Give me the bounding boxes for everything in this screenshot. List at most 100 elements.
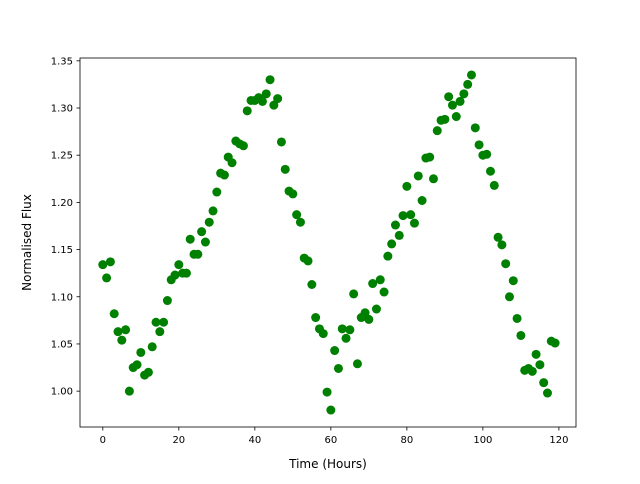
data-point [375, 275, 385, 285]
data-point [265, 75, 275, 85]
data-point [345, 325, 355, 335]
data-point [440, 114, 450, 124]
x-tick-label: 60 [324, 435, 337, 446]
data-point [136, 347, 146, 357]
data-point [257, 96, 267, 106]
data-point [280, 164, 290, 174]
data-point [288, 189, 298, 199]
data-point [493, 232, 503, 242]
data-point [193, 249, 203, 259]
data-point [352, 359, 362, 369]
data-point [151, 317, 161, 327]
data-point [242, 106, 252, 116]
y-tick-label: 1.05 [51, 339, 73, 350]
data-point [542, 388, 552, 398]
data-point [117, 335, 127, 345]
data-points [98, 70, 560, 415]
data-point [383, 251, 393, 261]
x-tick-label: 80 [400, 435, 413, 446]
data-point [459, 89, 469, 99]
data-point [489, 180, 499, 190]
data-point [292, 210, 302, 220]
y-tick-label: 1.20 [51, 198, 73, 209]
data-point [497, 240, 507, 250]
data-point [295, 217, 305, 227]
data-point [531, 349, 541, 359]
data-point [394, 230, 404, 240]
data-point [470, 123, 480, 133]
x-tick-label: 40 [248, 435, 261, 446]
x-tick-label: 0 [100, 435, 106, 446]
data-point [276, 137, 286, 147]
data-point [132, 360, 142, 370]
data-point [409, 218, 419, 228]
data-point [155, 327, 165, 337]
x-axis-ticks: 0 20 40 60 80 100 120 [100, 427, 568, 446]
data-point [273, 94, 283, 104]
data-point [402, 181, 412, 191]
data-point [185, 234, 195, 244]
data-point [535, 360, 545, 370]
data-point [466, 70, 476, 80]
data-point [482, 149, 492, 159]
x-tick-label: 100 [473, 435, 492, 446]
data-point [330, 346, 340, 356]
axes-frame [79, 57, 577, 428]
data-point [512, 313, 522, 323]
data-point [261, 89, 271, 99]
y-tick-label: 1.15 [51, 245, 73, 256]
x-tick-label: 20 [172, 435, 185, 446]
data-point [485, 166, 495, 176]
y-tick-label: 1.30 [51, 104, 73, 115]
y-axis-ticks: 1.00 1.05 1.10 1.15 1.20 1.25 1.30 1.35 [51, 56, 80, 398]
data-point [174, 260, 184, 270]
data-point [504, 292, 514, 302]
data-point [197, 227, 207, 237]
data-point [463, 79, 473, 89]
data-point [432, 126, 442, 136]
data-point [303, 256, 313, 266]
data-point [121, 325, 131, 335]
data-point [501, 259, 511, 269]
data-point [474, 140, 484, 150]
data-point [333, 363, 343, 373]
data-point [162, 296, 172, 306]
data-point [451, 112, 461, 122]
data-point [527, 366, 537, 376]
data-point [539, 378, 549, 388]
data-point [364, 314, 374, 324]
data-point [447, 100, 457, 110]
data-point [238, 141, 248, 151]
data-point [124, 386, 134, 396]
data-point [170, 270, 180, 280]
data-point [219, 170, 229, 180]
data-point [349, 289, 359, 299]
data-point [269, 100, 279, 110]
data-point [113, 327, 123, 337]
data-point [390, 220, 400, 230]
data-point [322, 387, 332, 397]
data-point [371, 304, 381, 314]
data-point [337, 324, 347, 334]
data-point [204, 217, 214, 227]
plot-area [80, 58, 576, 427]
y-axis-label: Normalised Flux [20, 194, 34, 291]
data-point [516, 330, 526, 340]
data-point [379, 287, 389, 297]
data-point [98, 260, 108, 270]
data-point [550, 338, 560, 348]
data-point [227, 158, 237, 168]
data-point [102, 273, 112, 283]
data-point [425, 152, 435, 162]
data-point [212, 187, 222, 197]
data-point [455, 96, 465, 106]
y-tick-label: 1.35 [51, 56, 73, 67]
data-point [147, 342, 157, 352]
y-tick-label: 1.25 [51, 151, 73, 162]
data-point [508, 276, 518, 286]
y-tick-label: 1.10 [51, 292, 73, 303]
data-point [444, 92, 454, 102]
data-point [318, 329, 328, 339]
data-point [208, 206, 218, 216]
data-point [311, 313, 321, 323]
